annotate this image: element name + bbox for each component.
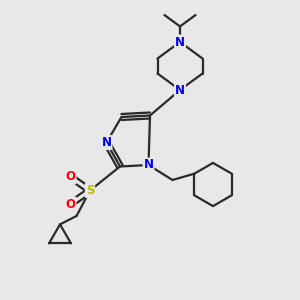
Text: S: S xyxy=(86,184,94,197)
Text: O: O xyxy=(65,170,76,184)
Text: N: N xyxy=(175,83,185,97)
Text: O: O xyxy=(65,197,76,211)
Text: N: N xyxy=(143,158,154,172)
Text: N: N xyxy=(101,136,112,149)
Text: N: N xyxy=(175,35,185,49)
